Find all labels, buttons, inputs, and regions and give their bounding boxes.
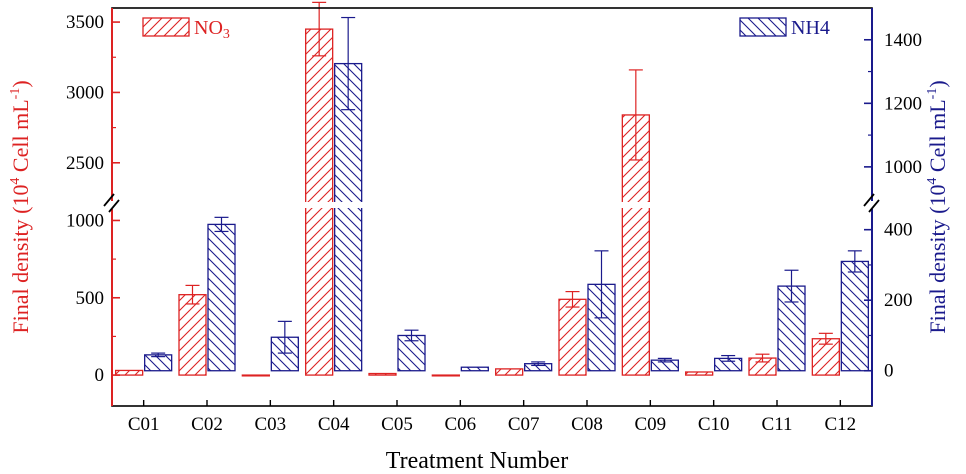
right-break-slash bbox=[868, 199, 880, 213]
x-tick-label: C07 bbox=[508, 414, 540, 435]
x-axis-ticks: C01 C02 C03 C04 C05 C06 C07 C08 C09 C10 C11 C12 bbox=[128, 400, 856, 435]
bar-no3-c09 bbox=[621, 114, 650, 376]
svg-text:NO3: NO3 bbox=[194, 17, 230, 42]
error-bar-no3-c02 bbox=[185, 284, 200, 305]
x-tick-label: C04 bbox=[318, 414, 350, 435]
error-bar-nh4-c11 bbox=[784, 269, 799, 303]
right-tick-label: 1400 bbox=[884, 30, 922, 51]
left-tick-label: 3500 bbox=[66, 12, 104, 33]
right-break-slash bbox=[863, 193, 875, 207]
error-bar-no3-c11 bbox=[755, 353, 770, 363]
bar-no3-c05 bbox=[368, 372, 397, 376]
legend-nh4-subscript: 4 bbox=[820, 17, 830, 39]
bar-no3-c07 bbox=[495, 368, 524, 376]
x-tick-label: C10 bbox=[698, 414, 730, 435]
error-bar-nh4-c05 bbox=[404, 329, 419, 342]
x-tick-label: C11 bbox=[762, 414, 793, 435]
legend-no3-label: NO bbox=[194, 17, 223, 39]
legend-nh4: NH4 bbox=[739, 17, 830, 39]
axis-breaks bbox=[103, 193, 880, 213]
x-tick-label: C06 bbox=[444, 414, 476, 435]
left-break-slash bbox=[108, 199, 120, 213]
x-tick-label: C01 bbox=[128, 414, 160, 435]
bar-no3-c06 bbox=[431, 374, 460, 377]
right-tick-label: 200 bbox=[884, 290, 913, 311]
legend-no3-swatch bbox=[142, 17, 190, 37]
left-axis-title: Final density (104 Cell mL-1) bbox=[8, 80, 33, 333]
error-bar-nh4-c10 bbox=[721, 354, 736, 362]
legend-no3-subscript: 3 bbox=[223, 27, 230, 42]
error-bar-no3-c04 bbox=[312, 1, 327, 57]
legend-no3: NO3 bbox=[142, 17, 230, 42]
x-axis-title: Treatment Number bbox=[386, 448, 568, 474]
x-tick-label: C08 bbox=[571, 414, 603, 435]
x-tick-label: C05 bbox=[381, 414, 413, 435]
left-tick-label: 2500 bbox=[66, 153, 104, 174]
right-axis-title: Final density (104 Cell mL-1) bbox=[925, 80, 950, 333]
left-tick-label: 500 bbox=[76, 288, 105, 309]
legend-nh4-label: NH bbox=[791, 17, 820, 39]
plot-break-gap bbox=[122, 202, 862, 208]
left-tick-label: 3000 bbox=[66, 82, 104, 103]
x-tick-label: C09 bbox=[634, 414, 666, 435]
bar-no3-c10 bbox=[685, 371, 714, 376]
error-bar-no3-c12 bbox=[818, 332, 833, 345]
error-bar-nh4-c02 bbox=[214, 216, 229, 233]
bar-no3-c02 bbox=[178, 294, 207, 376]
bar-nh4-c06 bbox=[460, 366, 489, 372]
bar-no3-c08 bbox=[558, 298, 587, 376]
error-bar-nh4-c01 bbox=[151, 352, 166, 358]
bar-no3-c12 bbox=[811, 338, 840, 376]
error-bar-no3-c09 bbox=[628, 69, 643, 161]
legend-nh4-swatch bbox=[739, 17, 787, 37]
left-axis-ticks: 0 500 1000 2500 3000 3500 bbox=[66, 12, 120, 386]
right-axis-ticks: 0 200 400 1000 1200 1400 bbox=[864, 30, 922, 382]
bar-no3-c03 bbox=[241, 374, 270, 377]
error-bar-nh4-c04 bbox=[341, 16, 356, 111]
right-tick-label: 1000 bbox=[884, 157, 922, 178]
left-break-slash bbox=[103, 193, 115, 207]
right-tick-label: 1200 bbox=[884, 93, 922, 114]
x-tick-label: C03 bbox=[254, 414, 286, 435]
error-bars-layer bbox=[151, 1, 862, 367]
right-break-gap bbox=[864, 201, 878, 209]
left-tick-label: 0 bbox=[95, 365, 105, 386]
right-tick-label: 0 bbox=[884, 361, 894, 382]
bar-nh4-c02 bbox=[207, 223, 236, 372]
error-bar-nh4-c12 bbox=[847, 250, 862, 273]
x-tick-label: C12 bbox=[824, 414, 856, 435]
x-tick-label: C02 bbox=[191, 414, 223, 435]
error-bar-nh4-c07 bbox=[531, 361, 546, 367]
bar-nh4-c12 bbox=[840, 260, 869, 372]
error-bar-nh4-c03 bbox=[277, 320, 292, 354]
bar-nh4-c01 bbox=[144, 354, 173, 372]
left-break-gap bbox=[106, 201, 120, 209]
bar-nh4-c04 bbox=[334, 62, 363, 372]
error-bar-nh4-c08 bbox=[594, 250, 609, 319]
error-bar-no3-c08 bbox=[565, 290, 580, 308]
error-bar-nh4-c09 bbox=[657, 357, 672, 363]
right-tick-label: 400 bbox=[884, 220, 913, 241]
bar-no3-c01 bbox=[115, 369, 144, 376]
left-tick-label: 1000 bbox=[66, 210, 104, 231]
svg-text:NH4: NH4 bbox=[791, 17, 830, 39]
